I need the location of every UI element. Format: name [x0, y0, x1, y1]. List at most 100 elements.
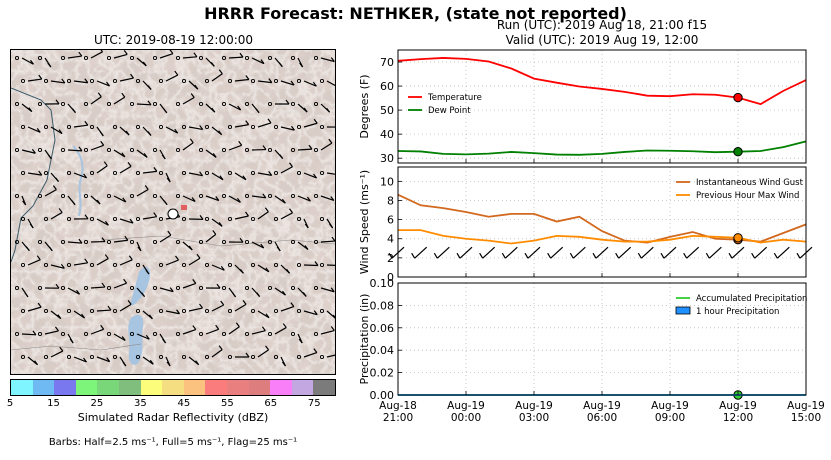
run-title: Run (UTC): 2019 Aug 18, 21:00 f15	[496, 18, 708, 32]
barb-station	[60, 285, 66, 291]
barb-station	[267, 331, 273, 337]
barb-station	[181, 216, 187, 222]
wind-barb	[326, 172, 335, 175]
barb-station	[14, 101, 20, 107]
wind-barb	[228, 326, 240, 335]
barb-station	[129, 101, 135, 107]
wind-barb-flag	[298, 338, 303, 344]
wind-barb	[274, 287, 286, 296]
time-wind-barb-flag	[728, 252, 733, 259]
wind-barb	[251, 241, 265, 249]
wind-barb-flag	[219, 175, 224, 181]
y-tick-label: 6	[387, 214, 394, 227]
wind-barb-flag	[331, 236, 335, 242]
barb-station	[296, 262, 302, 268]
wind-barb	[142, 170, 157, 174]
wind-barb	[280, 306, 295, 312]
barb-station	[273, 78, 279, 84]
barb-station	[181, 262, 187, 268]
barb-station	[227, 78, 233, 84]
wind-barb	[113, 53, 128, 59]
barb-station	[181, 124, 187, 130]
wind-barb	[50, 264, 65, 269]
barb-station	[250, 78, 256, 84]
time-wind-barb-flag	[615, 252, 620, 259]
y-tick-label: 70	[380, 56, 394, 69]
colorbar-tick-label: 15	[47, 398, 60, 409]
series-marker	[733, 233, 743, 243]
wind-barb-flag	[330, 326, 335, 331]
wind-barb-flag	[245, 211, 249, 217]
barb-station	[152, 331, 158, 337]
time-wind-barb-flag	[547, 252, 552, 259]
barb-station	[267, 55, 273, 61]
time-wind-barb-flag	[479, 252, 484, 259]
barb-station	[14, 239, 20, 245]
barb-station	[129, 55, 135, 61]
wind-barb	[96, 218, 109, 226]
wind-barb-flag	[54, 326, 59, 332]
wind-barb	[96, 165, 108, 174]
wind-barb	[211, 218, 223, 227]
barb-station	[20, 262, 26, 268]
wind-barb	[96, 309, 111, 312]
barb-station	[89, 262, 95, 268]
colorbar-segment	[140, 380, 163, 395]
wind-barb	[73, 124, 88, 128]
colorbar-segment	[248, 380, 271, 395]
x-tick-label: 15:00	[791, 412, 821, 424]
wind-barb	[90, 144, 104, 151]
wind-barb-flag	[276, 246, 281, 252]
barb-station	[152, 193, 158, 199]
wind-barb-flag	[25, 246, 30, 252]
barb-station	[112, 308, 118, 314]
wind-barb-flag	[48, 246, 53, 252]
barb-station	[296, 216, 302, 222]
wind-barb-flag	[215, 324, 220, 330]
colorbar-tick-label: 55	[220, 398, 234, 409]
barb-station	[106, 147, 112, 153]
barb-station	[135, 308, 141, 314]
wind-barb-flag	[83, 357, 87, 363]
x-tick-label: Aug-19	[651, 400, 689, 412]
colorbar-segment	[54, 380, 76, 395]
time-wind-barb-flag	[796, 252, 801, 259]
barb-station	[60, 239, 66, 245]
wind-barb-flag	[281, 361, 286, 367]
barb-station	[175, 147, 181, 153]
time-wind-barb-flag	[388, 252, 393, 259]
barb-station	[273, 354, 279, 360]
barb-station	[129, 285, 135, 291]
barb-station	[313, 193, 319, 199]
y-axis-label: Precipitation (in)	[358, 294, 371, 385]
colorbar-tick-label: 65	[264, 398, 278, 409]
wind-barb-flag	[304, 245, 309, 250]
wind-barb	[136, 333, 150, 340]
barb-station	[227, 262, 233, 268]
wind-barb	[21, 149, 36, 154]
wind-barb-flag	[78, 238, 83, 244]
time-wind-barb	[731, 246, 745, 259]
wind-barb	[320, 142, 333, 151]
barb-station	[37, 193, 43, 199]
wind-barb-flag	[303, 107, 308, 113]
barb-station	[37, 285, 43, 291]
wind-barb-flag	[245, 75, 250, 80]
barb-station	[20, 354, 26, 360]
barb-station	[129, 239, 135, 245]
wind-barb	[297, 148, 312, 151]
wind-barb	[211, 264, 225, 271]
wind-barb-flag	[163, 108, 168, 114]
barb-station	[313, 331, 319, 337]
wind-barb-flag	[99, 131, 104, 137]
barb-station	[20, 308, 26, 314]
barb-station	[152, 285, 158, 291]
wind-barb-flag	[127, 300, 132, 305]
barb-station	[83, 285, 89, 291]
wind-barb	[182, 96, 195, 105]
time-wind-barb	[414, 246, 428, 259]
wind-barb	[182, 328, 197, 335]
wind-barb-flag	[144, 185, 149, 190]
wind-barb-flag	[199, 171, 204, 177]
wind-barb-flag	[191, 197, 196, 202]
